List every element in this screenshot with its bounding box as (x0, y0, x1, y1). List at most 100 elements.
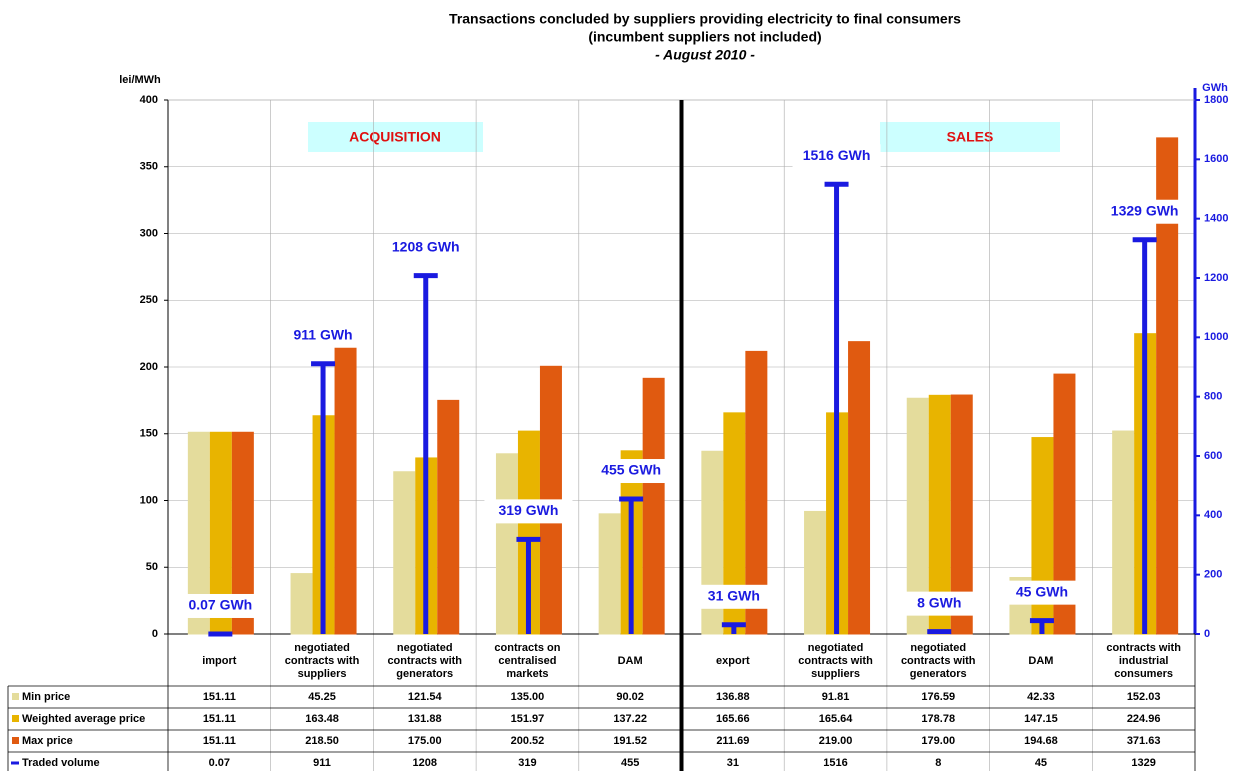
label-box (895, 591, 984, 616)
table-cell: 1208 (413, 757, 437, 769)
volume-marker (721, 622, 746, 634)
y2-tick-label: 0 (1204, 628, 1210, 640)
y2-tick-label: 1800 (1204, 94, 1228, 106)
bar (1156, 137, 1179, 635)
data-label: 319 GWh (498, 502, 558, 518)
x-tick-label-box: contracts with industrial consumers (1106, 641, 1181, 680)
table-cell: 224.96 (1127, 713, 1161, 725)
data-label: 31 GWh (708, 588, 760, 604)
volume-marker (824, 181, 849, 634)
volume-marker (927, 629, 952, 635)
y2-tick-label: 1600 (1204, 153, 1228, 165)
y2-tick-label: 800 (1204, 391, 1222, 403)
table-cell: 137.22 (613, 713, 647, 725)
table-cell: 151.11 (203, 713, 236, 725)
x-tick-label: DAM (1028, 654, 1054, 667)
legend-label: Min price (22, 691, 70, 703)
table-cell: 45.25 (308, 691, 336, 703)
table-cell: 371.63 (1127, 735, 1161, 747)
x-tick-label: negotiated contracts with generators (900, 641, 976, 680)
data-label: 1329 GWh (1111, 202, 1179, 218)
table-cell: 152.03 (1127, 691, 1161, 703)
x-tick-label: DAM (617, 654, 643, 667)
y2-tick-label: 1400 (1204, 213, 1228, 225)
table-cell: 165.66 (716, 713, 750, 725)
annotation-box (880, 122, 1060, 152)
y-tick-label: 250 (140, 294, 158, 306)
data-label: 1208 GWh (392, 238, 460, 254)
x-tick-label: contracts with industrial consumers (1106, 641, 1181, 680)
y2-tick-label: 1000 (1204, 331, 1228, 343)
label-box (997, 580, 1086, 605)
bar (495, 453, 518, 635)
x-tick-label: negotiated contracts with suppliers (798, 641, 873, 680)
bar (1112, 430, 1135, 635)
table-cell: 218.50 (305, 735, 339, 747)
y-tick-label: 400 (140, 94, 158, 106)
table-cell: 319 (518, 757, 536, 769)
label-box (176, 593, 265, 618)
y-axis-label: lei/MWh (119, 74, 161, 86)
table-cell: 1516 (823, 757, 847, 769)
table-cell: 191.52 (613, 735, 647, 747)
bar (950, 394, 973, 635)
legend-label: Max price (22, 735, 73, 747)
annotation-box (308, 122, 483, 152)
bar (437, 399, 460, 635)
table-cell: 179.00 (921, 735, 955, 747)
y-tick-label: 150 (140, 428, 158, 440)
table-cell: 455 (621, 757, 639, 769)
table-cell: 211.69 (716, 735, 749, 747)
table-cell: 42.33 (1027, 691, 1055, 703)
annotation: SALES (947, 129, 994, 145)
data-label: 911 GWh (293, 326, 352, 342)
legend-label: Traded volume (22, 757, 100, 769)
x-tick-label-box: contracts on centralised markets (494, 642, 560, 680)
bar (598, 513, 621, 635)
y-tick-label: 50 (146, 561, 158, 573)
x-tick-label: import (202, 654, 237, 667)
bar (848, 341, 871, 635)
y-tick-label: 350 (140, 161, 158, 173)
table-cell: 0.07 (209, 757, 230, 769)
table-cell: 165.64 (819, 713, 854, 725)
y2-tick-label: 200 (1204, 569, 1222, 581)
table-cell: 151.11 (203, 691, 236, 703)
volume-marker (619, 496, 644, 634)
volume-marker (1132, 237, 1157, 634)
chart-title: Transactions concluded by suppliers prov… (449, 11, 961, 27)
label-box (279, 323, 368, 348)
x-tick-label-box: DAM (617, 654, 643, 667)
label-box (689, 584, 778, 609)
table-cell: 178.78 (921, 713, 955, 725)
legend-label: Weighted average price (22, 713, 145, 725)
x-tick-label-box: negotiated contracts with suppliers (798, 641, 873, 680)
label-box (792, 144, 881, 169)
table-cell: 219.00 (819, 735, 853, 747)
data-label: 1516 GWh (803, 147, 871, 163)
x-tick-label-box: negotiated contracts with generators (900, 641, 976, 680)
bar (334, 341, 357, 635)
table-cell: 121.54 (408, 691, 443, 703)
table-cell: 194.68 (1024, 735, 1058, 747)
y2-tick-label: 600 (1204, 450, 1222, 462)
table-cell: 911 (313, 757, 331, 769)
chart-subtitle: (incumbent suppliers not included) (588, 29, 821, 45)
table-cell: 136.88 (716, 691, 750, 703)
volume-marker (413, 273, 438, 634)
y-tick-label: 300 (140, 227, 158, 239)
legend-swatch (12, 737, 19, 744)
bar (290, 573, 313, 635)
label-box (381, 235, 470, 260)
table-cell: 151.11 (203, 735, 236, 747)
x-tick-label-box: negotiated contracts with generators (387, 641, 463, 680)
table-cell: 8 (935, 757, 941, 769)
x-tick-label: negotiated contracts with generators (387, 641, 463, 680)
y2-tick-label: 400 (1204, 509, 1222, 521)
x-tick-label: negotiated contracts with suppliers (284, 641, 360, 680)
bar (804, 510, 827, 635)
data-label: 0.07 GWh (188, 597, 252, 613)
x-tick-label-box: import (202, 654, 237, 667)
bar (906, 397, 929, 635)
